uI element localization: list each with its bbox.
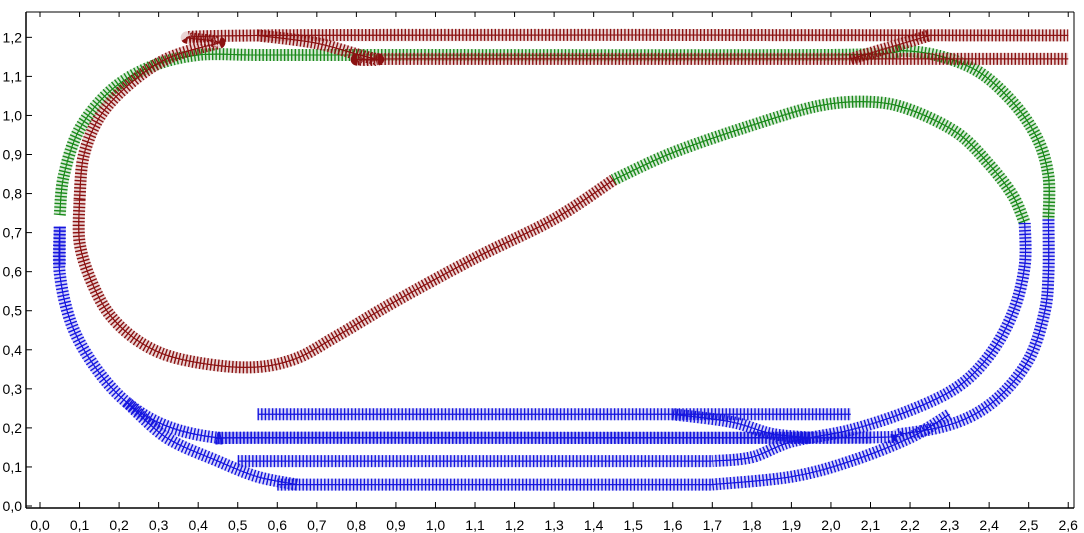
x-tick-label: 1,1: [465, 517, 485, 533]
track-siding-north: [256, 29, 1069, 67]
track-rail: [59, 50, 1050, 219]
y-tick-label: 0,5: [3, 303, 23, 319]
x-tick-label: 2,4: [979, 517, 999, 533]
x-tick-label: 1,6: [663, 517, 683, 533]
track-sleepers: [72, 174, 617, 374]
track-rail: [126, 402, 298, 486]
x-tick-label: 2,0: [821, 517, 841, 533]
x-tick-label: 2,2: [900, 517, 920, 533]
track-sleepers: [610, 95, 1031, 226]
track-station-switch: [671, 408, 812, 444]
track-rail: [850, 34, 930, 60]
x-tick-label: 0,5: [228, 517, 248, 533]
x-tick-label: 0,7: [307, 517, 327, 533]
x-tick-label: 0,1: [70, 517, 90, 533]
x-tick-label: 1,7: [703, 517, 723, 533]
track-bed: [256, 29, 1069, 67]
track-bed: [73, 28, 1069, 201]
x-tick-label: 2,6: [1058, 517, 1078, 533]
track-rail: [712, 222, 1027, 462]
y-tick-label: 0,7: [3, 225, 23, 241]
track-inner-return-north: [610, 95, 1031, 226]
track-rail: [78, 179, 614, 368]
track-inner-loop-west: [73, 28, 1069, 201]
track-station-link-east: [711, 409, 953, 491]
x-tick-group: 0,0 0,1 0,2 0,3 0,4 0,5 0,6 0,7 0,8 0,9 1,0 1,1 1,2 1…: [30, 12, 1078, 533]
x-tick-label: 2,3: [940, 517, 960, 533]
track-rail: [613, 101, 1026, 224]
track-layer: [52, 28, 1069, 491]
x-tick-label: 1,3: [544, 517, 564, 533]
y-tick-label: 0,8: [3, 186, 23, 202]
x-tick-label: 0,0: [30, 517, 50, 533]
track-inner-return-south: [711, 222, 1032, 468]
x-tick-label: 0,6: [268, 517, 288, 533]
track-rail: [59, 50, 1050, 219]
x-tick-label: 2,1: [861, 517, 881, 533]
axis-frame: [25, 11, 1075, 509]
track-rail: [58, 218, 1050, 440]
track-crossover-north: [849, 29, 932, 65]
track-sleepers: [52, 218, 1055, 445]
track-rail: [58, 218, 1050, 440]
track-bed: [53, 44, 1056, 220]
x-tick-label: 1,5: [623, 517, 643, 533]
y-tick-label: 0,3: [3, 381, 23, 397]
x-tick-label: 0,3: [149, 517, 169, 533]
x-tick-label: 0,9: [386, 517, 406, 533]
track-bed: [610, 95, 1031, 226]
track-bed: [711, 409, 953, 491]
y-tick-group: 0,0 0,1 0,2 0,3 0,4 0,5 0,6 0,7 0,8 0,9 1,0 1,1 1,2: [3, 29, 32, 514]
x-tick-label: 2,5: [1019, 517, 1039, 533]
track-rail: [672, 413, 812, 439]
track-station-link-west: [122, 398, 299, 491]
x-tick-label: 1,2: [505, 517, 525, 533]
x-tick-label: 1,4: [584, 517, 604, 533]
track-bed: [711, 222, 1032, 468]
y-tick-label: 1,2: [3, 29, 23, 45]
track-outer-loop-north: [53, 44, 1056, 220]
y-tick-label: 0,6: [3, 264, 23, 280]
track-sleepers: [53, 44, 1056, 220]
track-outer-loop-south: [52, 218, 1055, 445]
x-tick-label: 0,2: [109, 517, 129, 533]
x-tick-label: 1,8: [742, 517, 762, 533]
track-bed: [671, 408, 812, 444]
y-tick-label: 0,2: [3, 420, 23, 436]
track-bed: [72, 174, 617, 374]
x-tick-label: 0,8: [347, 517, 367, 533]
track-rail: [613, 101, 1026, 224]
x-tick-label: 1,9: [782, 517, 802, 533]
y-tick-label: 0,1: [3, 459, 23, 475]
y-tick-label: 0,0: [3, 498, 23, 514]
y-tick-label: 1,0: [3, 107, 23, 123]
track-bed: [122, 398, 299, 491]
track-bed: [52, 218, 1055, 445]
track-rail: [78, 179, 614, 368]
track-rail: [712, 413, 950, 486]
track-rail: [257, 34, 1069, 61]
track-bed: [849, 29, 932, 65]
track-rail: [79, 34, 1069, 200]
track-inner-loop-diagonal: [72, 174, 617, 374]
y-tick-label: 0,9: [3, 147, 23, 163]
x-tick-label: 0,4: [188, 517, 208, 533]
y-tick-label: 1,1: [3, 68, 23, 84]
x-tick-label: 1,0: [426, 517, 446, 533]
y-tick-label: 0,4: [3, 342, 23, 358]
